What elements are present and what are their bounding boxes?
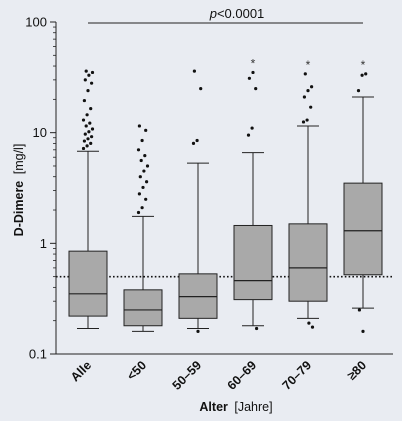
significance-label: p<0.0001 bbox=[209, 6, 265, 21]
outlier-point bbox=[192, 69, 196, 73]
iqr-box bbox=[123, 289, 163, 327]
outlier-point bbox=[191, 141, 196, 145]
outlier-point bbox=[136, 148, 141, 152]
outlier-point bbox=[144, 197, 148, 201]
outlier-point bbox=[251, 70, 255, 75]
outlier-point bbox=[303, 72, 307, 76]
outlier-point bbox=[138, 175, 142, 179]
outlier-point bbox=[83, 132, 87, 136]
outlier-star-marker: * bbox=[361, 58, 366, 72]
y-tick-label: 100 bbox=[25, 15, 47, 30]
outlier-point bbox=[199, 87, 203, 91]
outlier-point bbox=[136, 210, 141, 215]
outlier-point bbox=[89, 106, 93, 111]
outlier-point bbox=[81, 146, 86, 151]
y-axis-title-unit: [mg/l] bbox=[12, 144, 26, 175]
box-group: * bbox=[233, 56, 273, 331]
outlier-point bbox=[84, 69, 88, 73]
outlier-point bbox=[137, 192, 141, 196]
y-tick-label: 1 bbox=[40, 236, 47, 251]
significance-p: p bbox=[209, 6, 217, 21]
outlier-point bbox=[254, 87, 258, 91]
outlier-star-marker: * bbox=[251, 56, 256, 70]
iqr-box bbox=[288, 223, 328, 302]
outlier-point bbox=[250, 126, 254, 130]
outlier-point bbox=[139, 158, 143, 163]
outlier-point bbox=[255, 326, 259, 331]
outlier-point bbox=[84, 124, 88, 128]
outlier-point bbox=[309, 105, 313, 109]
outlier-point bbox=[307, 321, 311, 325]
significance-value: <0.0001 bbox=[217, 6, 264, 21]
box-group bbox=[68, 69, 108, 329]
outlier-point bbox=[137, 124, 141, 128]
outlier-star-marker: * bbox=[306, 58, 311, 72]
outlier-point bbox=[247, 76, 251, 80]
x-axis-title-main: Alter bbox=[199, 400, 228, 414]
y-tick-label: 10 bbox=[33, 125, 47, 140]
outlier-point bbox=[90, 127, 95, 131]
box-group bbox=[123, 124, 163, 332]
outlier-point bbox=[195, 138, 199, 143]
outlier-point bbox=[85, 113, 89, 117]
outlier-point bbox=[82, 139, 86, 143]
box-group: * bbox=[343, 58, 383, 334]
y-axis-title-main: D-Dimere bbox=[12, 181, 26, 237]
outlier-point bbox=[86, 137, 90, 141]
outlier-point bbox=[140, 138, 144, 143]
outlier-point bbox=[357, 308, 361, 312]
outlier-point bbox=[145, 180, 149, 184]
outlier-point bbox=[81, 118, 86, 122]
outlier-point bbox=[196, 329, 200, 334]
outlier-point bbox=[301, 120, 306, 124]
outlier-point bbox=[356, 88, 361, 93]
outlier-point bbox=[310, 85, 314, 89]
outlier-point bbox=[90, 70, 95, 75]
outlier-point bbox=[364, 72, 368, 76]
outlier-point bbox=[86, 88, 90, 93]
iqr-box bbox=[233, 224, 273, 301]
y-tick-label: 0.1 bbox=[29, 347, 47, 362]
y-axis-title: D-Dimere [mg/l] bbox=[12, 144, 26, 237]
outlier-point bbox=[90, 81, 94, 85]
outlier-point bbox=[87, 130, 91, 134]
outlier-point bbox=[140, 206, 144, 210]
outlier-point bbox=[89, 141, 93, 145]
box-group: * bbox=[288, 58, 328, 329]
outlier-point bbox=[246, 133, 251, 137]
outlier-point bbox=[310, 325, 315, 329]
outlier-point bbox=[142, 169, 146, 173]
x-axis-title: Alter [Jahre] bbox=[199, 400, 272, 414]
outlier-point bbox=[145, 164, 150, 168]
outlier-point bbox=[83, 78, 87, 82]
box-group bbox=[178, 69, 218, 334]
outlier-point bbox=[141, 185, 145, 190]
outlier-point bbox=[302, 95, 306, 99]
outlier-point bbox=[305, 118, 309, 122]
outlier-point bbox=[360, 73, 364, 77]
outlier-point bbox=[361, 329, 365, 334]
outlier-point bbox=[306, 88, 310, 93]
iqr-box bbox=[68, 250, 108, 317]
outlier-point bbox=[144, 128, 148, 132]
x-axis-title-unit: [Jahre] bbox=[234, 400, 272, 414]
outlier-point bbox=[82, 98, 86, 103]
outlier-point bbox=[85, 144, 89, 148]
iqr-box bbox=[343, 182, 383, 276]
outlier-point bbox=[87, 73, 91, 77]
outlier-point bbox=[143, 154, 147, 158]
outlier-point bbox=[88, 121, 92, 125]
outlier-point bbox=[90, 135, 94, 139]
